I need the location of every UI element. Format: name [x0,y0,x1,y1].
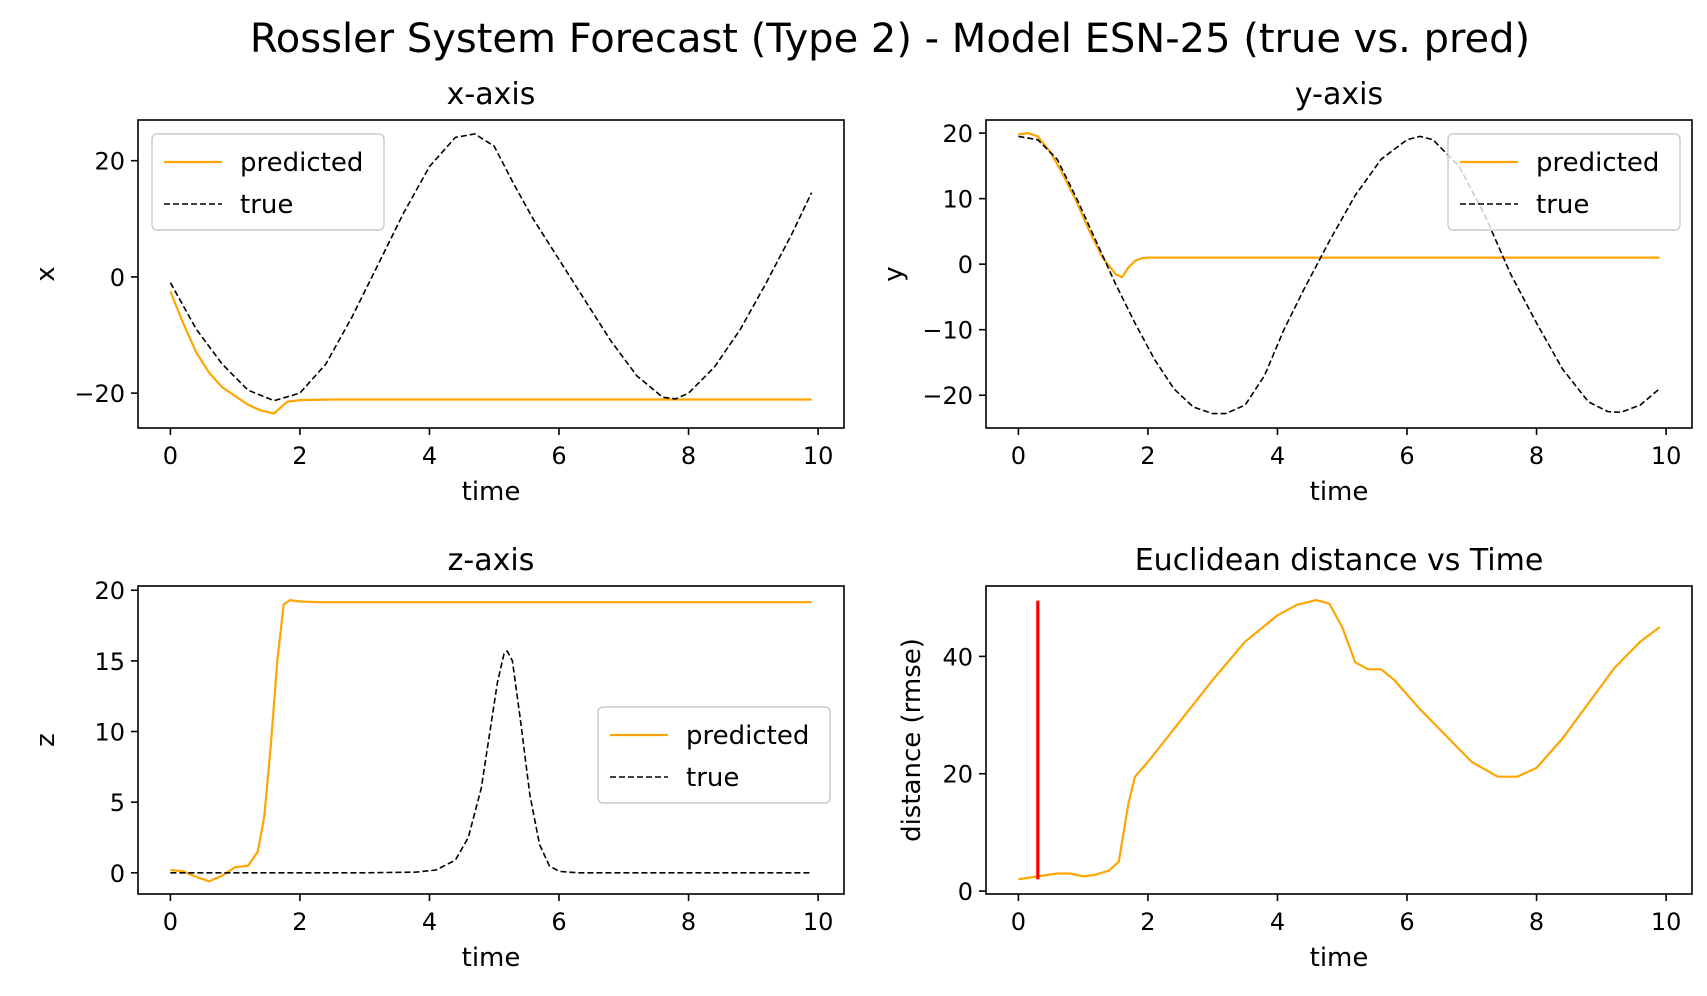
dist-xtick-label: 10 [1651,908,1682,936]
x-legend-label-true: true [240,190,293,220]
z-xtick-label: 10 [803,908,834,936]
y-series-predicted-line [1018,132,1660,279]
z-legend: predicted true [597,706,831,804]
dist-ytick-label: 20 [942,761,973,789]
x-ytick-label: 0 [110,264,125,292]
dist-xtick-label: 2 [1140,908,1155,936]
dist-ytick-label: 0 [958,878,973,906]
subplot-z-axis: 0 2 4 6 8 10 0 5 10 15 20 z-axis time z predicted true [31,543,845,973]
y-legend-frame [1447,133,1681,231]
dist-xtick-label: 4 [1270,908,1285,936]
y-plot-area [1018,132,1661,415]
y-chart-title: y-axis [1295,77,1383,112]
z-legend-label-true: true [686,763,739,793]
x-xtick-label: 2 [292,442,307,470]
y-y-axis-label: y [879,266,909,281]
y-legend: predicted true [1447,133,1681,231]
x-series-predicted-line [169,290,812,415]
x-xtick-label: 8 [681,442,696,470]
z-ytick-label: 15 [94,648,125,676]
z-xtick-label: 8 [681,908,696,936]
z-axes-frame [137,585,845,895]
x-legend-label-predicted: predicted [240,148,363,178]
z-y-axis-label: z [31,733,61,747]
z-ytick-label: 5 [110,789,125,817]
x-xtick-label: 0 [163,442,178,470]
x-y-axis-label: x [31,266,61,281]
x-ytick-label: 20 [94,148,125,176]
x-ytick-label: −20 [74,380,125,408]
x-legend: predicted true [151,133,385,231]
z-xtick-label: 6 [551,908,566,936]
z-x-axis-label: time [462,943,521,973]
y-legend-label-predicted: predicted [1536,148,1659,178]
z-series-true-line [170,650,812,874]
figure-suptitle: Rossler System Forecast (Type 2) - Model… [250,16,1530,62]
dist-axes-frame [985,585,1693,895]
y-xtick-label: 0 [1011,442,1026,470]
y-ytick-label: −10 [922,317,973,345]
dist-series-line-line [1018,598,1661,881]
subplot-x-axis: 0 2 4 6 8 10 −20 0 20 x-axis time x predicted true [31,77,845,507]
x-plot-area [169,133,813,415]
y-xtick-label: 10 [1651,442,1682,470]
z-legend-label-predicted: predicted [686,721,809,751]
z-xtick-label: 2 [292,908,307,936]
subplot-distance: 0 2 4 6 8 10 0 20 40 Euclidean distance vs Time ti… [897,543,1693,973]
y-series-true-line [1018,135,1661,415]
dist-xtick-label: 8 [1529,908,1544,936]
z-plot-area [170,598,812,883]
y-ytick-label: −20 [922,382,973,410]
x-legend-frame [151,133,385,231]
z-ytick-label: 10 [94,719,125,747]
z-xtick-label: 4 [422,908,437,936]
z-legend-frame [597,706,831,804]
z-ytick-label: 0 [110,860,125,888]
x-series-true-line [169,133,813,402]
z-xtick-label: 0 [163,908,178,936]
x-xtick-label: 4 [422,442,437,470]
z-ytick-label: 20 [94,577,125,605]
y-ytick-label: 0 [958,251,973,279]
y-ytick-label: 20 [942,120,973,148]
dist-chart-title: Euclidean distance vs Time [1135,543,1544,578]
subplot-y-axis: 0 2 4 6 8 10 −20 −10 0 10 20 y-axis time y predicted tr… [879,77,1693,507]
x-x-axis-label: time [462,477,521,507]
dist-xtick-label: 6 [1399,908,1414,936]
z-series-predicted-line [170,598,812,883]
dist-y-axis-label: distance (rmse) [897,638,927,842]
y-xtick-label: 4 [1270,442,1285,470]
dist-ytick-label: 40 [942,643,973,671]
y-xtick-label: 6 [1399,442,1414,470]
x-axes-frame [137,119,845,429]
y-xtick-label: 8 [1529,442,1544,470]
dist-xtick-label: 0 [1011,908,1026,936]
x-xtick-label: 10 [803,442,834,470]
y-ytick-label: 10 [942,186,973,214]
y-x-axis-label: time [1310,477,1369,507]
x-chart-title: x-axis [447,77,536,112]
x-xtick-label: 6 [551,442,566,470]
y-axes-frame [985,119,1693,429]
z-chart-title: z-axis [448,543,535,578]
dist-x-axis-label: time [1310,943,1369,973]
y-xtick-label: 2 [1140,442,1155,470]
dist-plot-area [1018,598,1661,881]
y-legend-label-true: true [1536,190,1589,220]
